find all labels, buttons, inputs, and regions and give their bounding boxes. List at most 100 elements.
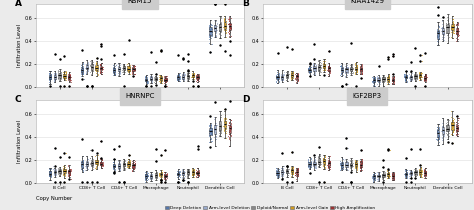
Point (147, 175, 155, 178)
Point (174, 171, 182, 174)
Point (277, 170, 285, 173)
Text: B: B (242, 0, 249, 8)
Point (287, 77, 294, 80)
Point (55, 73, 62, 76)
Point (128, 165, 136, 169)
Point (369, 172, 376, 175)
Point (337, 64, 345, 68)
PathPatch shape (164, 78, 167, 81)
Point (87, 161, 94, 164)
Point (314, 154, 322, 157)
Point (111, 73, 118, 76)
PathPatch shape (228, 23, 231, 30)
Point (146, 76, 154, 79)
Point (97, 66, 105, 69)
Point (111, 69, 119, 72)
Point (357, 65, 365, 68)
Point (143, 75, 150, 78)
Point (50, 75, 58, 78)
Point (111, 166, 119, 169)
Point (348, 180, 356, 183)
Point (158, 177, 165, 180)
Point (455, 29, 462, 33)
Point (442, 32, 450, 35)
Point (120, 65, 128, 68)
Point (314, 65, 322, 68)
Point (60, 173, 68, 176)
Point (411, 170, 419, 173)
Point (184, 168, 191, 172)
Point (290, 166, 297, 169)
Point (55, 171, 63, 174)
Point (389, 171, 396, 174)
Point (449, 118, 456, 121)
Point (353, 68, 360, 71)
Point (351, 160, 359, 164)
Point (352, 73, 359, 76)
Point (131, 72, 138, 76)
Point (445, 24, 453, 28)
Point (320, 63, 328, 67)
Point (288, 169, 296, 172)
Point (82, 66, 90, 69)
Point (93, 180, 100, 183)
Point (181, 174, 188, 177)
Point (211, 138, 219, 141)
Point (370, 78, 378, 82)
Point (190, 74, 197, 77)
Point (374, 170, 381, 173)
Point (440, 36, 447, 39)
Point (82, 84, 90, 88)
Point (406, 78, 414, 81)
Point (438, 38, 446, 41)
Point (141, 176, 149, 179)
Point (173, 74, 181, 77)
Point (383, 77, 391, 81)
Point (189, 75, 196, 78)
Point (121, 167, 128, 170)
Point (65, 166, 73, 169)
Point (79, 167, 86, 170)
Point (371, 175, 378, 178)
Point (338, 69, 346, 72)
Point (62, 168, 69, 172)
Point (351, 165, 359, 168)
Point (77, 70, 85, 73)
Point (326, 160, 334, 164)
Point (324, 69, 332, 72)
Point (190, 76, 197, 80)
Point (125, 166, 133, 169)
Point (161, 79, 169, 83)
Point (317, 63, 324, 67)
Point (413, 77, 421, 80)
Point (179, 170, 186, 173)
Point (374, 73, 382, 76)
Point (326, 160, 333, 163)
PathPatch shape (118, 164, 120, 168)
Point (386, 175, 393, 178)
Point (80, 72, 87, 75)
Point (129, 166, 137, 169)
Point (66, 174, 73, 178)
Point (94, 161, 101, 165)
Point (82, 69, 90, 72)
Point (99, 161, 107, 164)
Point (339, 71, 346, 74)
Point (213, 34, 220, 37)
Point (180, 170, 188, 173)
Point (337, 163, 344, 166)
Point (339, 68, 347, 71)
Point (163, 78, 170, 81)
Point (126, 166, 133, 170)
Point (390, 173, 398, 176)
Point (77, 159, 85, 163)
Point (434, 37, 442, 41)
Point (188, 73, 196, 76)
Point (55, 169, 63, 173)
Point (64, 76, 72, 79)
Point (78, 49, 86, 52)
Point (174, 177, 182, 181)
Point (174, 171, 182, 174)
Point (421, 171, 429, 174)
Point (274, 172, 282, 175)
